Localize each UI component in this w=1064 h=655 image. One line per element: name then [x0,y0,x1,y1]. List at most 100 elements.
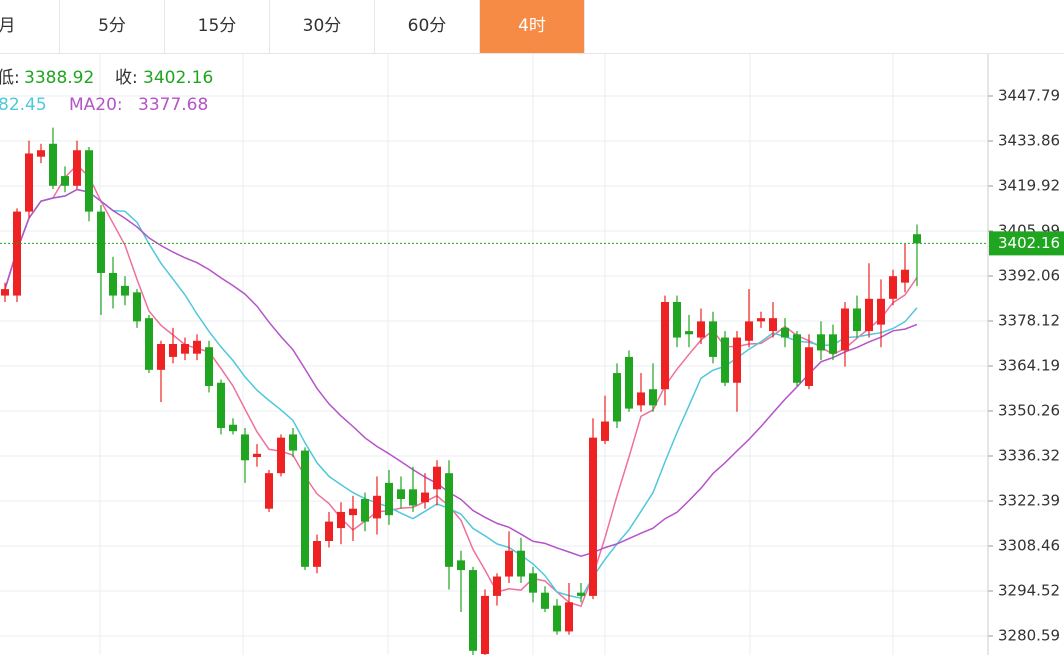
legend-close-label: 收: [115,68,138,88]
candle-body [313,541,321,567]
candle-body [253,453,261,458]
candle-body [73,150,81,186]
candle-body [229,424,237,432]
candle-body [277,437,285,474]
timeframe-tab[interactable]: 60分 [375,0,480,53]
candle-body [421,492,429,503]
legend-ma20-value: 3377.68 [138,95,208,115]
candle-body [409,489,417,506]
last-price-box [989,231,1064,256]
candle-body [157,344,165,370]
candle-body [829,334,837,354]
candle-body [913,234,921,244]
legend-ma10-value: 82.45 [0,95,47,115]
candle-body [697,321,705,338]
candle-body [865,298,873,332]
y-tick-label: 3350.26 [998,401,1060,419]
candle-body [517,550,525,577]
timeframe-tab[interactable]: 15分 [165,0,270,53]
candle-body [601,421,609,441]
y-tick-label: 3322.39 [998,491,1060,509]
timeframe-tabs: 月 5分 15分 30分 60分 4时 [0,0,1064,54]
candle-body [145,318,153,370]
candle-body [553,605,561,632]
candle-body [37,150,45,157]
candle-body [265,473,273,509]
candle-body [529,573,537,593]
candle-body [349,508,357,516]
candle-body [817,334,825,351]
timeframe-tab[interactable]: 30分 [270,0,375,53]
chart: 3447.793433.863419.923405.993392.063378.… [0,54,1064,655]
candle-body [745,321,753,341]
candle-body [397,489,405,500]
legend-low-value: 3388.92 [24,68,94,88]
candle-body [301,450,309,567]
candle-body [85,150,93,212]
candle-body [889,276,897,299]
candle-body [853,308,861,332]
timeframe-tab[interactable]: 4时 [480,0,585,53]
candle-body [325,521,333,542]
candle-body [805,347,813,386]
candle-body [337,511,345,529]
legend-close-value: 3402.16 [143,68,213,88]
candle-body [445,473,453,567]
y-tick-label: 3378.12 [998,312,1060,330]
candle-body [637,392,645,406]
timeframe-tab[interactable]: 5分 [60,0,165,53]
y-tick-label: 3419.92 [998,177,1060,195]
candle-body [1,289,9,296]
candle-body [685,331,693,335]
candle-body [901,269,909,283]
candle-body [661,302,669,390]
candle-body [721,337,729,383]
y-tick-label: 3336.32 [998,447,1060,465]
candle-body [649,389,657,406]
candle-body [457,560,465,571]
candle-body [505,550,513,577]
candle-body [25,153,33,212]
candle-body [205,347,213,386]
candle-body [361,499,369,522]
candle-body [589,437,597,596]
candle-body [481,595,489,655]
candle-body [577,592,585,596]
candle-body [469,570,477,651]
candle-body [217,382,225,428]
candle-body [541,592,549,609]
candle-body [709,321,717,357]
candle-body [769,318,777,332]
y-tick-label: 3280.59 [998,626,1060,644]
candle-body [565,602,573,632]
candle-body [781,327,789,338]
candle-body [733,337,741,383]
candle-body [673,302,681,338]
candle-body [97,211,105,273]
candle-body [49,143,57,186]
candle-body [757,318,765,322]
candle-body [61,176,69,186]
candle-body [241,434,249,461]
timeframe-tab[interactable]: 月 [0,0,60,53]
candle-body [193,340,201,354]
candle-body [109,272,117,296]
candle-body [793,334,801,383]
candle-body [181,344,189,354]
legend-low-label: 低: [0,68,20,88]
y-tick-label: 3447.79 [998,87,1060,105]
y-tick-label: 3308.46 [998,536,1060,554]
y-tick-label: 3364.19 [998,356,1060,374]
candle-body [133,292,141,322]
candle-body [625,356,633,409]
candle-body [373,495,381,519]
candle-body [613,373,621,422]
candle-body [841,308,849,351]
candle-body [385,482,393,516]
candle-body [169,344,177,357]
candle-body [121,285,129,296]
candle-body [433,466,441,490]
candle-body [493,576,501,596]
legend-ma20-label: MA20: [69,95,123,115]
